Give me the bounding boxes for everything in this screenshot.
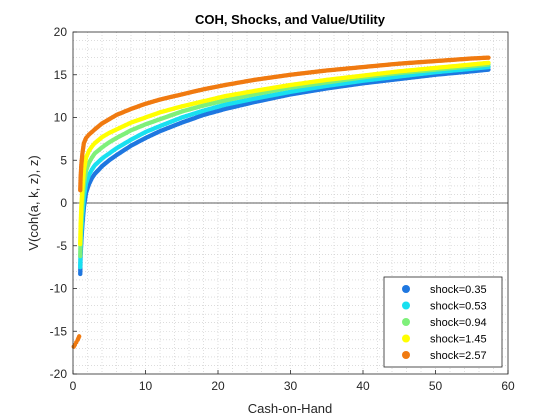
- legend-item: shock=0.35: [402, 284, 487, 296]
- x-tick-label: 0: [70, 379, 77, 393]
- legend-item: shock=1.45: [402, 334, 487, 346]
- y-ticks: -20 -15 -10 -5 0 5 10 15 20: [50, 25, 77, 381]
- data-point: [76, 334, 82, 339]
- y-axis-label: V(coh(a, k, z), z): [26, 155, 41, 250]
- legend-item: shock=0.53: [402, 301, 487, 313]
- y-tick-label: -10: [50, 282, 68, 296]
- x-tick-label: 20: [211, 379, 225, 393]
- y-tick-label: 20: [54, 25, 68, 39]
- y-tick-label: -5: [56, 239, 67, 253]
- y-tick-label: -15: [50, 324, 68, 338]
- series-shock=1.45: [78, 60, 491, 247]
- x-tick-label: 30: [284, 379, 298, 393]
- y-tick-label: 15: [54, 68, 68, 82]
- legend-marker: [402, 351, 410, 359]
- x-ticks: 0 10 20 30 40 50 60: [70, 370, 515, 393]
- x-axis-label: Cash-on-Hand: [248, 401, 333, 416]
- legend-label: shock=0.35: [430, 284, 487, 296]
- x-tick-label: 50: [429, 379, 443, 393]
- y-tick-label: 0: [60, 196, 67, 210]
- x-tick-label: 60: [501, 379, 515, 393]
- y-tick-label: 10: [54, 111, 68, 125]
- x-tick-label: 10: [139, 379, 153, 393]
- chart-title: COH, Shocks, and Value/Utility: [195, 12, 386, 27]
- legend-marker: [402, 318, 410, 326]
- data-point: [486, 55, 491, 60]
- legend-item: shock=0.94: [402, 317, 487, 329]
- legend: shock=0.35 shock=0.53 shock=0.94 shock=1.45…: [383, 276, 503, 368]
- x-tick-label: 40: [356, 379, 370, 393]
- legend-marker: [402, 285, 410, 293]
- legend-label: shock=2.57: [430, 350, 487, 362]
- legend-label: shock=0.53: [430, 301, 487, 313]
- data-points: [71, 55, 491, 349]
- data-point: [486, 60, 491, 65]
- legend-marker: [402, 301, 410, 310]
- y-tick-label: 5: [60, 153, 67, 167]
- y-tick-label: -20: [50, 367, 68, 381]
- legend-label: shock=0.94: [430, 317, 487, 329]
- legend-label: shock=1.45: [430, 334, 487, 346]
- legend-marker: [402, 334, 410, 343]
- legend-item: shock=2.57: [402, 350, 487, 362]
